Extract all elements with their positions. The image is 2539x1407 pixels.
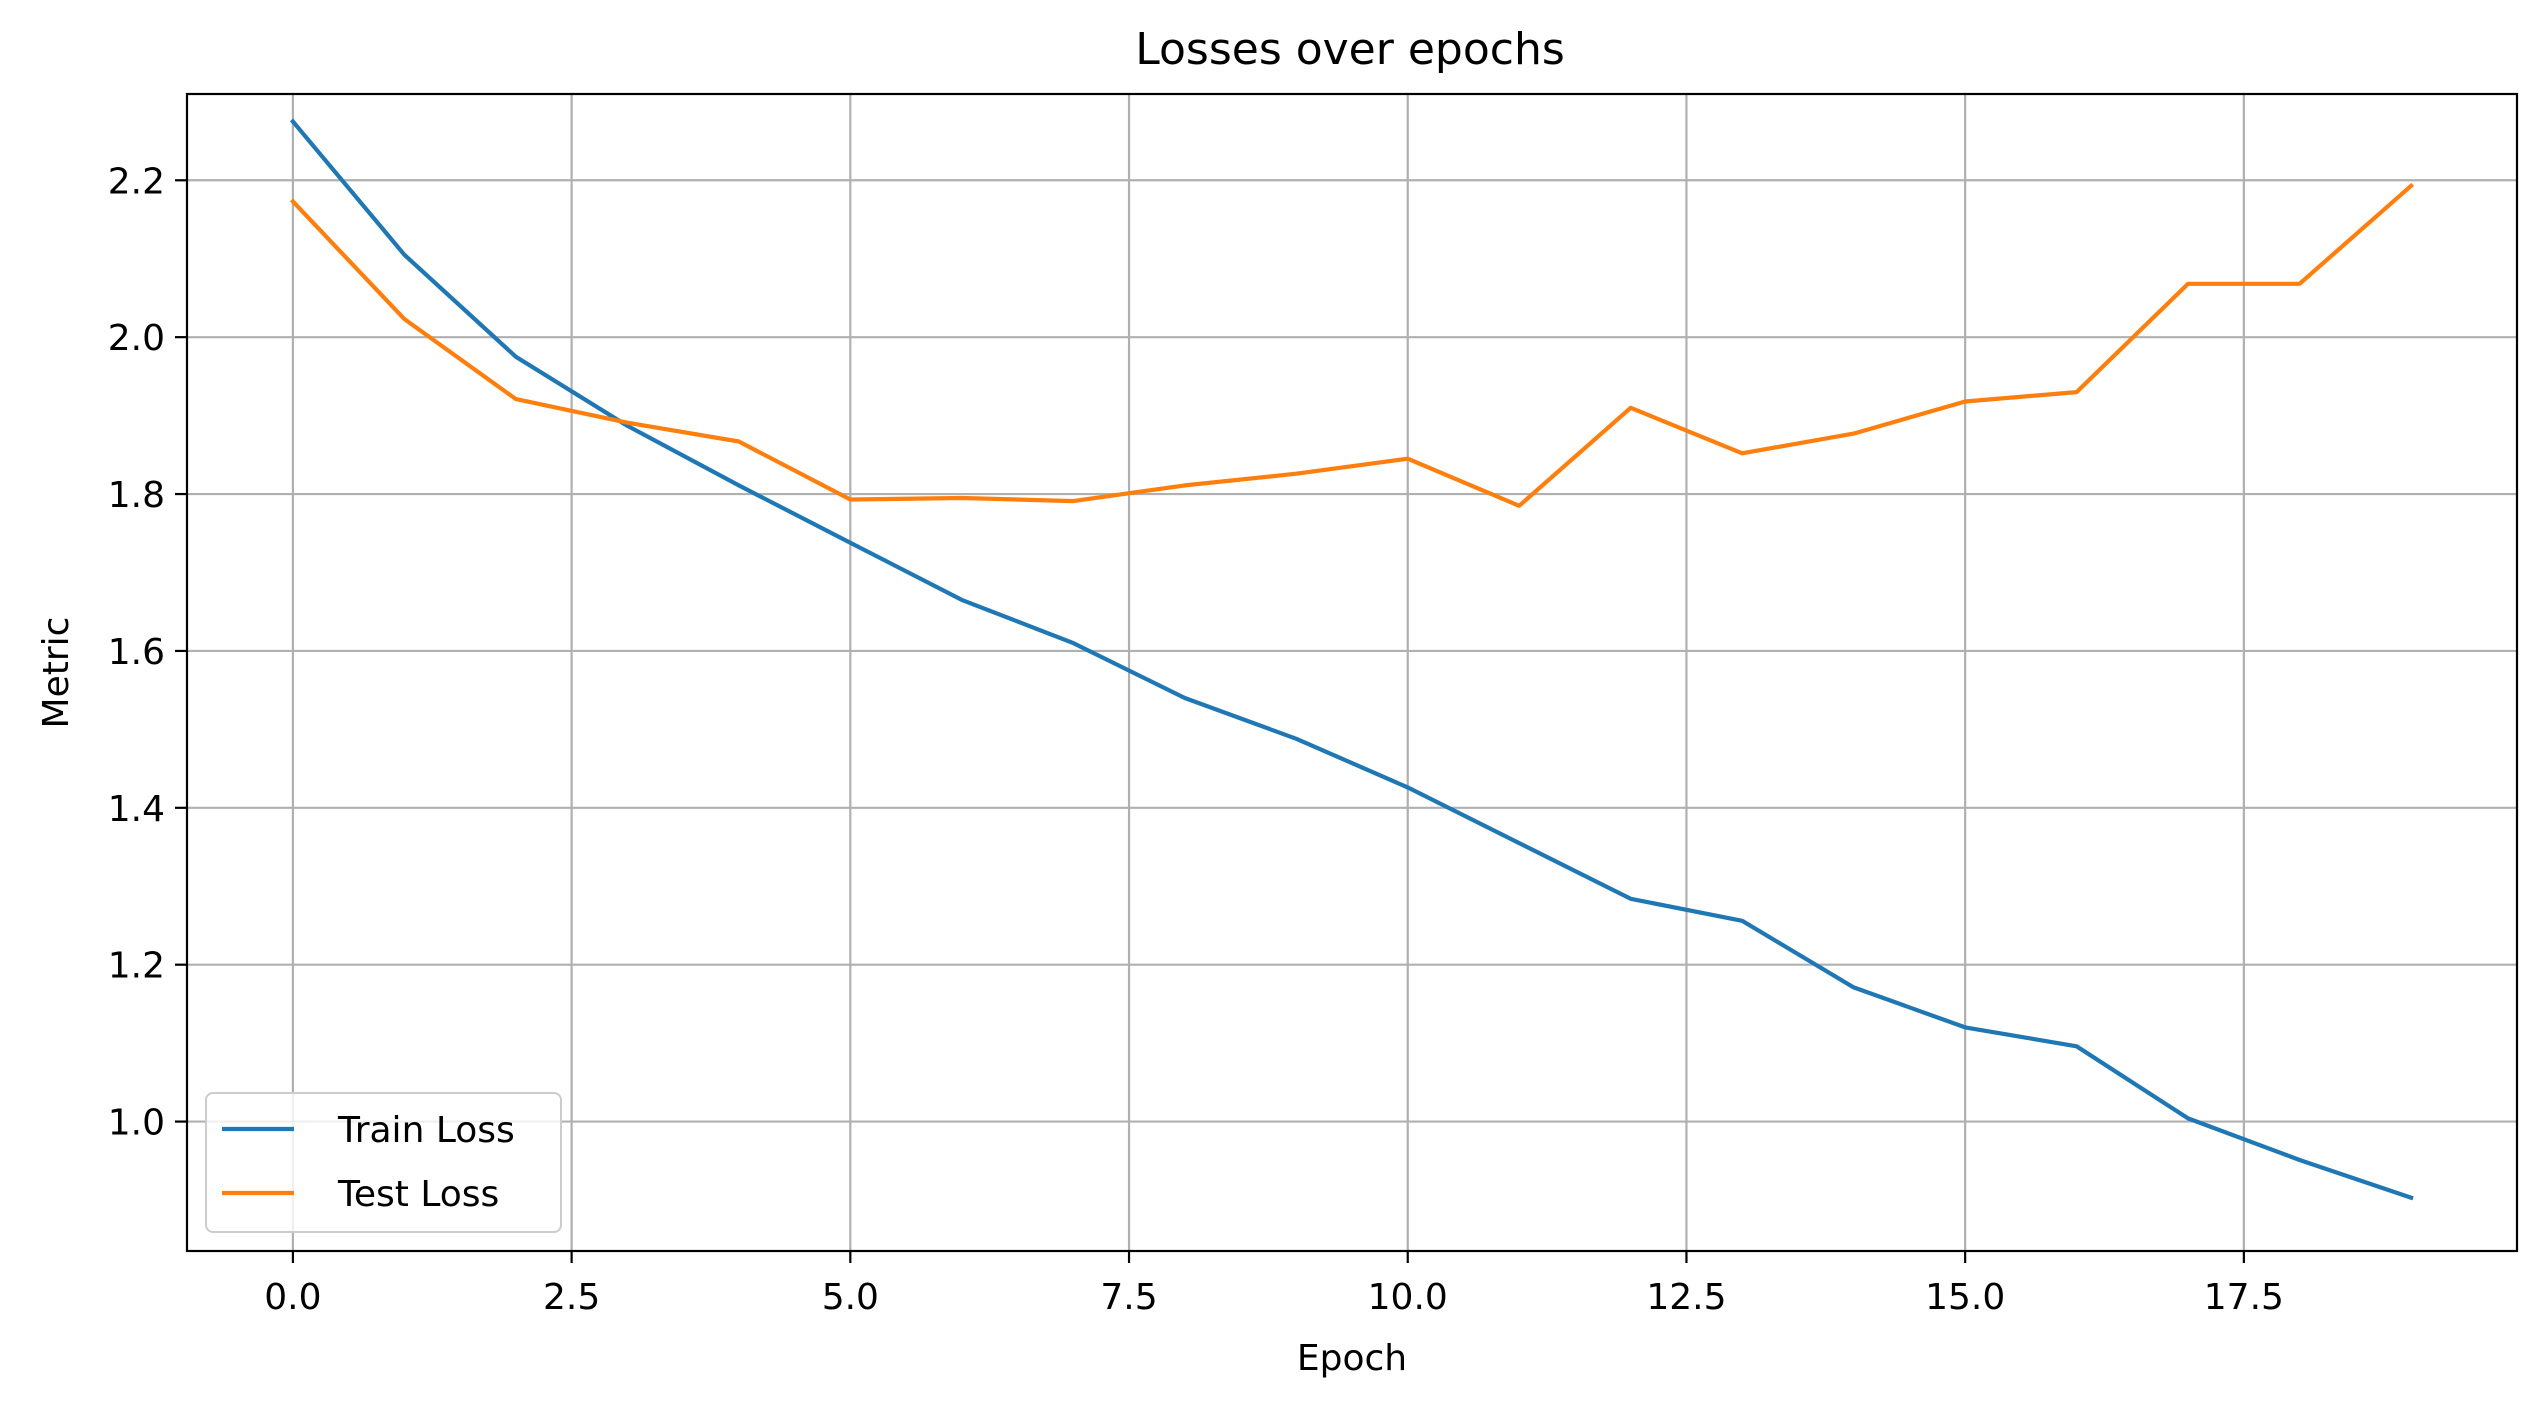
y-tick-label: 2.2 <box>108 161 165 202</box>
y-axis-label: Metric <box>36 617 77 729</box>
legend-box <box>205 1092 562 1233</box>
x-tick-label: 7.5 <box>1100 1277 1157 1318</box>
y-tick-label: 1.6 <box>108 632 165 673</box>
legend-label: Train Loss <box>337 1110 515 1151</box>
y-axis-ticks: 1.0 1.2 1.4 1.6 1.8 2.0 2.2 <box>108 161 187 1144</box>
y-tick-label: 1.4 <box>108 789 165 830</box>
y-tick-label: 1.2 <box>108 946 165 987</box>
x-axis-ticks: 0.0 2.5 5.0 7.5 10.0 12.5 15.0 17.5 <box>264 1251 2284 1318</box>
x-tick-label: 10.0 <box>1368 1277 1448 1318</box>
grid-lines <box>187 94 2517 1251</box>
x-tick-label: 5.0 <box>822 1277 879 1318</box>
plot-area-frame <box>185 92 2519 1253</box>
series-line-test-loss <box>289 182 2415 508</box>
x-tick-label: 0.0 <box>264 1277 321 1318</box>
x-tick-label: 12.5 <box>1646 1277 1726 1318</box>
y-tick-label: 2.0 <box>108 318 165 359</box>
chart-title: Losses over epochs <box>1135 24 1565 75</box>
x-tick-label: 17.5 <box>2204 1277 2284 1318</box>
x-tick-label: 15.0 <box>1925 1277 2005 1318</box>
legend-label: Test Loss <box>337 1174 499 1215</box>
series-line-train-loss <box>289 118 2414 1201</box>
y-tick-label: 1.0 <box>108 1103 165 1144</box>
legend: Train Loss Test Loss <box>205 1092 562 1233</box>
x-tick-label: 2.5 <box>543 1277 600 1318</box>
y-tick-label: 1.8 <box>108 475 165 516</box>
series-lines <box>289 118 2415 1201</box>
x-axis-label: Epoch <box>1297 1338 1407 1379</box>
